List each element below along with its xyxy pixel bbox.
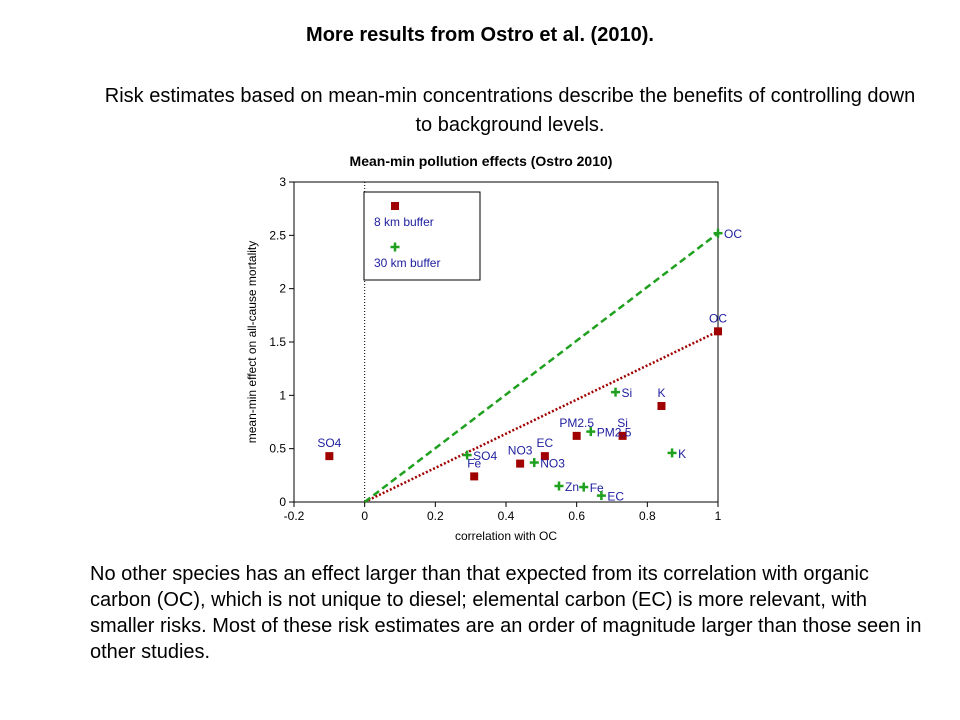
x-tick-label: 1 (715, 509, 722, 523)
data-point (325, 452, 334, 461)
data-point (579, 482, 589, 492)
data-point (586, 427, 596, 437)
data-point (714, 327, 722, 336)
point-label: Si (622, 386, 633, 400)
data-point (554, 481, 564, 491)
point-label: K (678, 447, 686, 461)
y-axis-label: mean-min effect on all-cause mortality (245, 241, 259, 444)
y-tick-label: 2.5 (269, 228, 286, 242)
y-tick-label: 1.5 (269, 335, 286, 349)
data-point (540, 452, 549, 461)
point-label: EC (607, 490, 624, 504)
data-point (391, 202, 399, 210)
data-point (611, 387, 621, 397)
point-label: Fe (467, 456, 481, 470)
plot-frame (293, 181, 719, 503)
reference-line (364, 330, 719, 504)
slide-title: More results from Ostro et al. (2010). (306, 24, 654, 46)
x-tick-label: 0.4 (498, 509, 515, 523)
point-label: OC (709, 311, 727, 325)
point-label: NO3 (540, 457, 565, 471)
data-point (618, 431, 627, 440)
scatter-chart: Mean-min pollution effects (Ostro 2010) … (245, 153, 742, 543)
point-label: NO3 (508, 444, 533, 458)
intro-text: Risk estimates based on mean-min concent… (104, 85, 916, 136)
x-tick-label: 0.2 (427, 509, 444, 523)
x-tick-label: 0.8 (639, 509, 656, 523)
y-tick-label: 0.5 (269, 442, 286, 456)
legend-label: 8 km buffer (374, 215, 434, 229)
data-point (596, 491, 606, 501)
data-point (657, 402, 666, 410)
legend-box (363, 191, 481, 281)
data-point (516, 459, 525, 468)
data-point (713, 228, 723, 238)
x-axis-label: correlation with OC (455, 529, 557, 543)
legend-label: 30 km buffer (374, 256, 440, 270)
point-label: SO4 (317, 436, 341, 450)
data-point (470, 472, 479, 481)
reference-line (363, 232, 719, 503)
conclusion-text: No other species has an effect larger th… (90, 563, 922, 663)
x-tick-label: 0.6 (568, 509, 585, 523)
data-point (572, 431, 581, 440)
y-tick-label: 3 (279, 175, 286, 189)
y-tick-label: 0 (279, 495, 286, 509)
chart-title: Mean-min pollution effects (Ostro 2010) (350, 153, 613, 169)
x-tick-label: 0 (361, 509, 368, 523)
data-point (667, 448, 677, 458)
data-point (390, 242, 400, 252)
data-point (462, 450, 472, 460)
point-label: PM2.5 (559, 416, 594, 430)
point-label: K (657, 386, 665, 400)
point-label: EC (537, 436, 554, 450)
point-label: OC (724, 227, 742, 241)
point-label: PM2.5 (597, 426, 632, 440)
point-label: Zn (565, 480, 579, 494)
point-label: Si (617, 416, 628, 430)
y-tick-label: 1 (279, 388, 286, 402)
y-tick-label: 2 (279, 282, 286, 296)
data-point (529, 458, 539, 468)
point-label: SO4 (473, 449, 497, 463)
x-tick-label: -0.2 (284, 509, 305, 523)
